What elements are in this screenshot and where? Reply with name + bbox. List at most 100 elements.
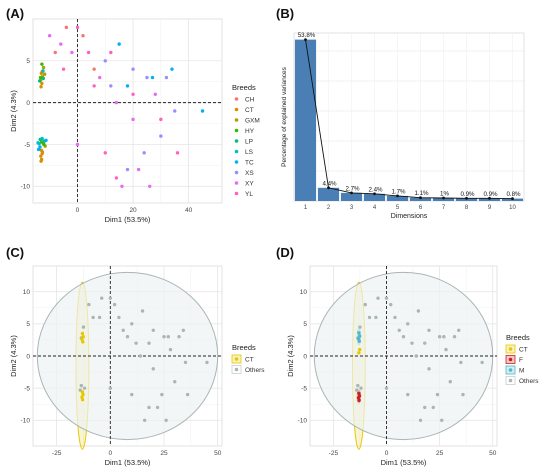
panel-label-d: (D) bbox=[276, 245, 295, 260]
point-others bbox=[423, 341, 427, 345]
point-others bbox=[108, 296, 113, 300]
point-others bbox=[164, 418, 168, 422]
legend-title: Breeds bbox=[232, 343, 256, 352]
plot-area bbox=[32, 18, 223, 204]
point-xy bbox=[120, 184, 124, 188]
y-axis-label: Dim2 (4.3%) bbox=[9, 90, 18, 132]
point-xs bbox=[159, 134, 163, 138]
point-yl bbox=[175, 151, 180, 155]
y-axis-label: Dim2 (4.3%) bbox=[9, 335, 18, 377]
point-others bbox=[444, 347, 448, 352]
scree-point bbox=[488, 196, 491, 200]
point-xy bbox=[70, 50, 74, 55]
point-others bbox=[177, 335, 181, 339]
point-others bbox=[134, 341, 138, 345]
point-ls bbox=[41, 69, 45, 73]
point-others bbox=[79, 383, 84, 388]
legend-label-xy: XY bbox=[245, 180, 254, 187]
x-tick-label: 25 bbox=[436, 450, 444, 457]
point-others bbox=[183, 360, 188, 365]
x-tick-label: 25 bbox=[160, 450, 168, 457]
point-xs bbox=[109, 84, 113, 88]
data-label: 0.9% bbox=[460, 191, 475, 198]
point-ch bbox=[53, 50, 57, 55]
point-others bbox=[406, 322, 410, 326]
point-ct bbox=[358, 347, 362, 352]
legend-marker-others bbox=[234, 367, 239, 372]
x-tick-label: 4 bbox=[373, 205, 377, 211]
scree-point bbox=[465, 196, 468, 200]
point-m bbox=[358, 334, 362, 338]
x-tick-label: 50 bbox=[489, 450, 497, 457]
point-tc bbox=[38, 145, 42, 149]
legend-marker-ct bbox=[234, 107, 239, 112]
data-label: 4.4% bbox=[322, 180, 337, 187]
scree-point bbox=[327, 186, 330, 190]
point-others bbox=[427, 367, 431, 371]
point-others bbox=[435, 392, 440, 397]
point-hy bbox=[40, 62, 44, 66]
scree-point bbox=[419, 196, 422, 200]
x-axis-label: Dim1 (53.5%) bbox=[105, 458, 151, 467]
panel-label-b: (B) bbox=[276, 6, 295, 21]
scree-point bbox=[511, 197, 514, 201]
point-ch bbox=[64, 25, 69, 30]
point-others bbox=[389, 302, 393, 307]
bar-3 bbox=[340, 192, 363, 201]
point-others bbox=[112, 302, 117, 307]
scree-point bbox=[304, 38, 307, 41]
point-ch bbox=[92, 67, 96, 71]
legend-label-f: F bbox=[519, 357, 523, 364]
point-yl bbox=[131, 92, 135, 96]
legend-marker-yl bbox=[234, 191, 239, 196]
y-axis-label: Dim2 (4.3%) bbox=[286, 335, 295, 377]
x-tick-label: 5 bbox=[396, 205, 400, 211]
legend-marker-xs bbox=[234, 170, 239, 175]
point-others bbox=[82, 386, 87, 390]
y-tick-label: 10 bbox=[23, 289, 31, 296]
legend-label-m: M bbox=[519, 367, 524, 374]
point-gxm bbox=[41, 65, 46, 70]
legend: Breeds CT FM Others bbox=[505, 333, 539, 385]
point-others bbox=[406, 392, 410, 397]
point-others bbox=[185, 392, 190, 397]
bar-6 bbox=[409, 197, 432, 201]
point-others bbox=[356, 383, 360, 388]
scree-line bbox=[305, 39, 513, 200]
bar-2 bbox=[317, 187, 340, 201]
y-tick-label: 0 bbox=[303, 353, 307, 360]
point-others bbox=[397, 328, 401, 332]
point-others bbox=[147, 341, 151, 345]
legend-marker-hy bbox=[234, 128, 239, 133]
point-ct bbox=[80, 331, 85, 336]
point-hy bbox=[38, 75, 43, 80]
point-f bbox=[356, 396, 361, 400]
point-others bbox=[168, 347, 173, 352]
legend-marker-xy bbox=[234, 181, 239, 185]
legend-title: Breeds bbox=[506, 333, 530, 342]
point-others bbox=[359, 386, 363, 390]
x-tick-label: 40 bbox=[185, 207, 193, 214]
point-others bbox=[459, 360, 463, 365]
legend-label-ct: CT bbox=[519, 346, 528, 353]
legend-label-lp: LP bbox=[245, 138, 253, 145]
point-ch bbox=[81, 34, 85, 38]
x-axis-label: Dimensions bbox=[391, 213, 428, 220]
scree-point bbox=[350, 191, 353, 195]
legend-marker-ls bbox=[234, 149, 239, 154]
point-others bbox=[162, 335, 166, 339]
data-label: 53.8% bbox=[298, 32, 316, 39]
point-xy bbox=[131, 117, 135, 122]
point-ct bbox=[81, 392, 85, 397]
data-label: 0.8% bbox=[506, 191, 521, 198]
y-tick-label: 10 bbox=[300, 289, 308, 296]
point-ct bbox=[80, 390, 85, 394]
panel-d: -25 0 25 50 -10 -5 0 5 10 Dim1 (53.5%) Dim2 (4.3%)… bbox=[286, 265, 539, 467]
point-yl bbox=[103, 151, 107, 155]
point-ct bbox=[81, 340, 85, 344]
point-others bbox=[166, 335, 171, 339]
point-others bbox=[100, 296, 104, 300]
point-others bbox=[431, 405, 435, 410]
point-others bbox=[205, 360, 209, 365]
point-others bbox=[427, 328, 431, 332]
